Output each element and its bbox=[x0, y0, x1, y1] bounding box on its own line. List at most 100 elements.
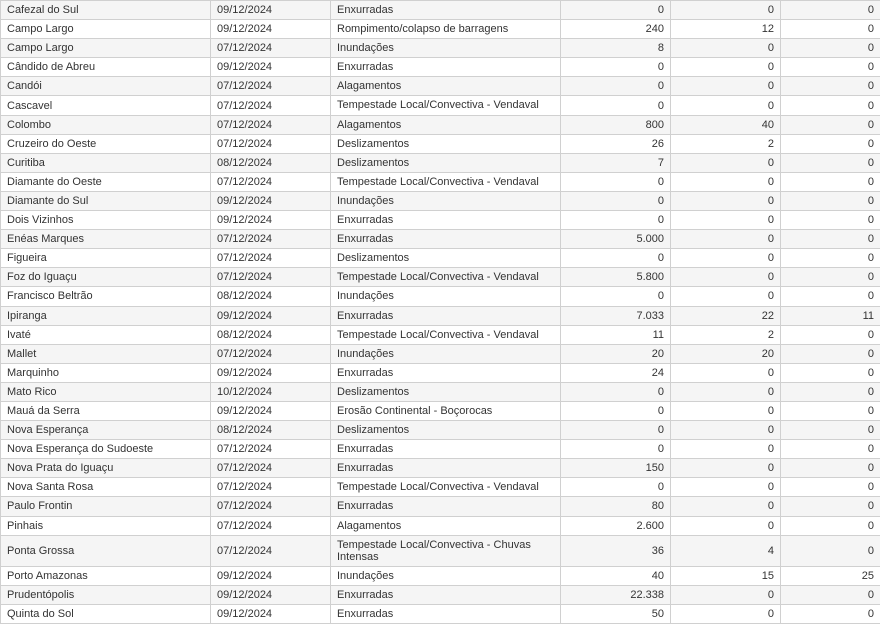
cell-city: Nova Esperança do Sudoeste bbox=[1, 440, 211, 459]
cell-n1: 5.000 bbox=[561, 230, 671, 249]
cell-date: 09/12/2024 bbox=[211, 58, 331, 77]
cell-n2: 0 bbox=[671, 1, 781, 20]
cell-city: Mallet bbox=[1, 344, 211, 363]
cell-date: 07/12/2024 bbox=[211, 134, 331, 153]
cell-n2: 0 bbox=[671, 249, 781, 268]
cell-city: Pinhais bbox=[1, 516, 211, 535]
cell-date: 09/12/2024 bbox=[211, 401, 331, 420]
cell-event: Enxurradas bbox=[331, 306, 561, 325]
cell-city: Diamante do Oeste bbox=[1, 172, 211, 191]
cell-n2: 0 bbox=[671, 401, 781, 420]
cell-date: 07/12/2024 bbox=[211, 459, 331, 478]
cell-n3: 0 bbox=[781, 134, 880, 153]
cell-city: Nova Prata do Iguaçu bbox=[1, 459, 211, 478]
table-row: Nova Esperança do Sudoeste07/12/2024Enxu… bbox=[1, 440, 880, 459]
cell-n1: 22.338 bbox=[561, 585, 671, 604]
table-row: Porto Amazonas09/12/2024Inundações401525 bbox=[1, 566, 880, 585]
cell-event: Enxurradas bbox=[331, 211, 561, 230]
cell-event: Enxurradas bbox=[331, 58, 561, 77]
cell-n3: 0 bbox=[781, 230, 880, 249]
cell-date: 07/12/2024 bbox=[211, 440, 331, 459]
cell-event: Enxurradas bbox=[331, 1, 561, 20]
cell-n2: 0 bbox=[671, 605, 781, 624]
cell-n2: 0 bbox=[671, 153, 781, 172]
cell-n3: 0 bbox=[781, 325, 880, 344]
cell-n2: 0 bbox=[671, 497, 781, 516]
cell-n3: 0 bbox=[781, 382, 880, 401]
cell-n3: 0 bbox=[781, 363, 880, 382]
cell-n1: 7.033 bbox=[561, 306, 671, 325]
table-row: Foz do Iguaçu07/12/2024Tempestade Local/… bbox=[1, 268, 880, 287]
cell-event: Enxurradas bbox=[331, 230, 561, 249]
cell-n2: 0 bbox=[671, 268, 781, 287]
cell-n3: 0 bbox=[781, 211, 880, 230]
cell-n1: 0 bbox=[561, 211, 671, 230]
cell-event: Tempestade Local/Convectiva - Chuvas Int… bbox=[331, 535, 561, 566]
cell-n1: 0 bbox=[561, 1, 671, 20]
cell-event: Rompimento/colapso de barragens bbox=[331, 20, 561, 39]
cell-city: Ponta Grossa bbox=[1, 535, 211, 566]
cell-n3: 0 bbox=[781, 1, 880, 20]
table-row: Mauá da Serra09/12/2024Erosão Continenta… bbox=[1, 401, 880, 420]
cell-event: Enxurradas bbox=[331, 440, 561, 459]
cell-city: Paulo Frontin bbox=[1, 497, 211, 516]
cell-n1: 50 bbox=[561, 605, 671, 624]
cell-n2: 0 bbox=[671, 440, 781, 459]
cell-event: Inundações bbox=[331, 39, 561, 58]
cell-n2: 0 bbox=[671, 478, 781, 497]
cell-n1: 26 bbox=[561, 134, 671, 153]
cell-n2: 2 bbox=[671, 325, 781, 344]
table-row: Enéas Marques07/12/2024Enxurradas5.00000 bbox=[1, 230, 880, 249]
cell-n2: 0 bbox=[671, 211, 781, 230]
cell-n2: 4 bbox=[671, 535, 781, 566]
table-row: Curitiba08/12/2024Deslizamentos700 bbox=[1, 153, 880, 172]
cell-date: 07/12/2024 bbox=[211, 478, 331, 497]
cell-n2: 15 bbox=[671, 566, 781, 585]
table-row: Pinhais07/12/2024Alagamentos2.60000 bbox=[1, 516, 880, 535]
cell-n3: 0 bbox=[781, 153, 880, 172]
cell-n1: 8 bbox=[561, 39, 671, 58]
cell-n2: 0 bbox=[671, 585, 781, 604]
cell-event: Tempestade Local/Convectiva - Vendaval bbox=[331, 268, 561, 287]
cell-date: 07/12/2024 bbox=[211, 497, 331, 516]
table-row: Cruzeiro do Oeste07/12/2024Deslizamentos… bbox=[1, 134, 880, 153]
cell-city: Mauá da Serra bbox=[1, 401, 211, 420]
cell-city: Cândido de Abreu bbox=[1, 58, 211, 77]
cell-event: Deslizamentos bbox=[331, 421, 561, 440]
cell-city: Diamante do Sul bbox=[1, 191, 211, 210]
cell-city: Ipiranga bbox=[1, 306, 211, 325]
table-row: Quinta do Sol09/12/2024Enxurradas5000 bbox=[1, 605, 880, 624]
cell-city: Campo Largo bbox=[1, 39, 211, 58]
cell-event: Alagamentos bbox=[331, 115, 561, 134]
cell-n1: 0 bbox=[561, 96, 671, 115]
cell-event: Alagamentos bbox=[331, 77, 561, 96]
cell-n2: 22 bbox=[671, 306, 781, 325]
cell-n2: 0 bbox=[671, 39, 781, 58]
table-row: Cafezal do Sul09/12/2024Enxurradas000 bbox=[1, 1, 880, 20]
cell-n3: 0 bbox=[781, 58, 880, 77]
cell-date: 09/12/2024 bbox=[211, 211, 331, 230]
cell-event: Inundações bbox=[331, 566, 561, 585]
cell-event: Deslizamentos bbox=[331, 249, 561, 268]
cell-event: Enxurradas bbox=[331, 459, 561, 478]
table-row: Campo Largo07/12/2024Inundações800 bbox=[1, 39, 880, 58]
cell-n3: 0 bbox=[781, 516, 880, 535]
cell-city: Candói bbox=[1, 77, 211, 96]
cell-date: 08/12/2024 bbox=[211, 287, 331, 306]
table-row: Campo Largo09/12/2024Rompimento/colapso … bbox=[1, 20, 880, 39]
cell-n2: 0 bbox=[671, 96, 781, 115]
cell-n3: 0 bbox=[781, 497, 880, 516]
table-row: Prudentópolis09/12/2024Enxurradas22.3380… bbox=[1, 585, 880, 604]
cell-n3: 0 bbox=[781, 585, 880, 604]
table-row: Dois Vizinhos09/12/2024Enxurradas000 bbox=[1, 211, 880, 230]
cell-date: 09/12/2024 bbox=[211, 20, 331, 39]
cell-event: Inundações bbox=[331, 191, 561, 210]
cell-city: Figueira bbox=[1, 249, 211, 268]
cell-n3: 0 bbox=[781, 401, 880, 420]
cell-n3: 0 bbox=[781, 605, 880, 624]
cell-n1: 24 bbox=[561, 363, 671, 382]
cell-event: Inundações bbox=[331, 287, 561, 306]
cell-city: Campo Largo bbox=[1, 20, 211, 39]
table-row: Nova Prata do Iguaçu07/12/2024Enxurradas… bbox=[1, 459, 880, 478]
cell-n3: 0 bbox=[781, 440, 880, 459]
